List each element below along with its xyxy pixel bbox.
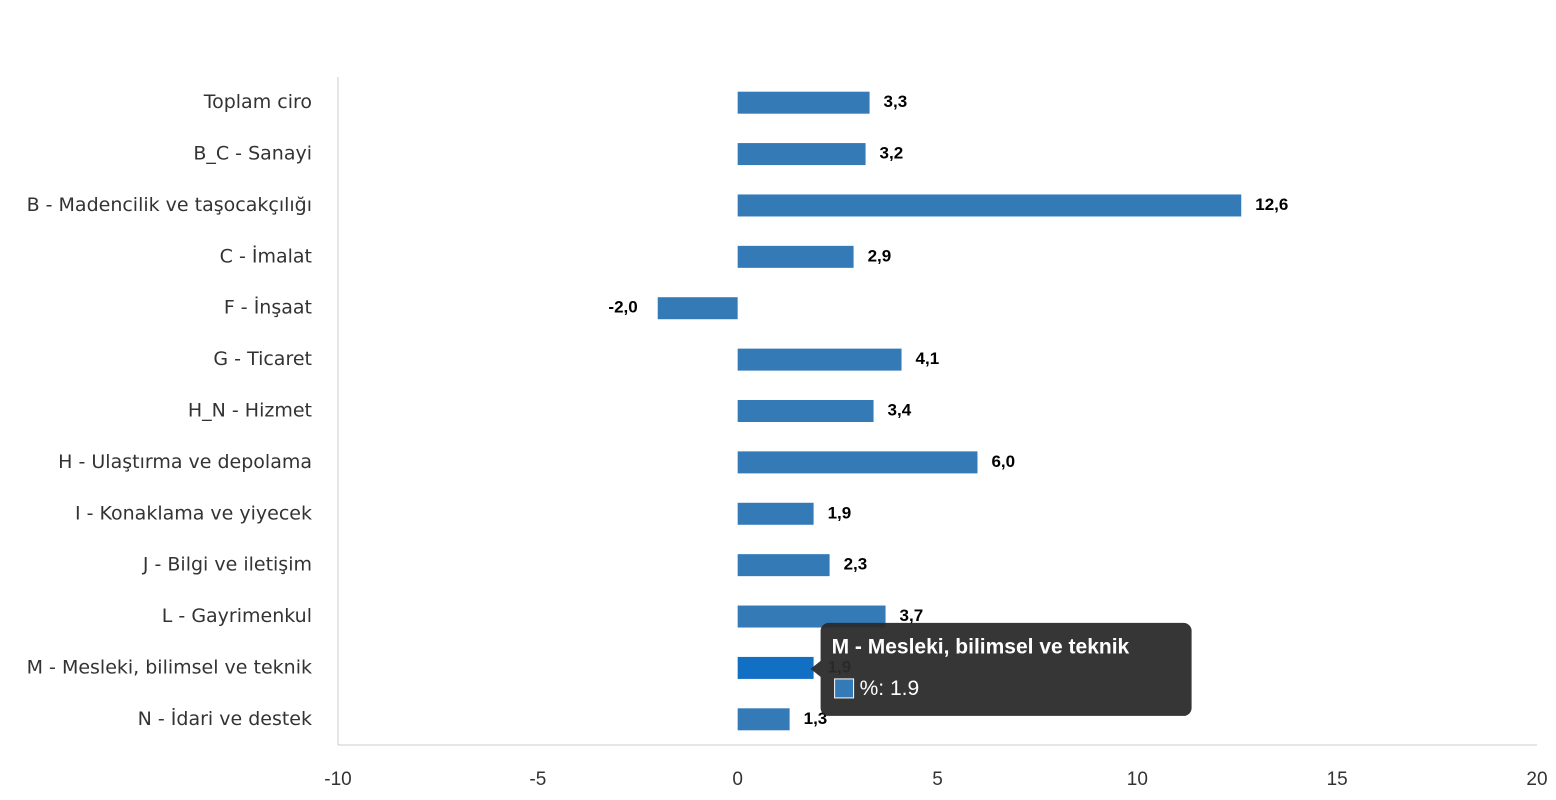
y-tick-label: N - İdari ve destek	[138, 707, 312, 730]
y-tick-label: L - Gayrimenkul	[162, 605, 312, 627]
bar	[737, 605, 886, 628]
bar	[737, 451, 978, 474]
data-label: 2,9	[868, 246, 892, 265]
x-tick-label: 20	[1526, 769, 1547, 790]
data-label: -2,0	[608, 298, 637, 317]
y-tick-label: H_N - Hizmet	[188, 400, 312, 422]
legend-entry: %	[860, 676, 879, 699]
bar	[737, 708, 790, 731]
separator: :	[878, 676, 890, 699]
data-label: 2,3	[844, 555, 868, 574]
bar	[737, 502, 814, 525]
data-label: 12,6	[1255, 195, 1288, 214]
y-tick-label: G - Ticaret	[213, 348, 312, 370]
tooltip: M - Mesleki, bilimsel ve teknik%: 1.9	[810, 622, 1192, 716]
bar	[737, 348, 902, 371]
tooltip-number: 1.9	[890, 676, 919, 699]
bar	[737, 194, 1242, 217]
data-label: 3,7	[900, 606, 924, 625]
x-tick-label: 15	[1327, 769, 1348, 790]
tooltip-value: %: 1.9	[860, 676, 920, 699]
bar	[737, 143, 866, 166]
tooltip-title: M - Mesleki, bilimsel ve teknik	[832, 635, 1130, 658]
y-tick-label: B - Madencilik ve taşocakçılığı	[27, 194, 312, 216]
bar	[657, 297, 738, 320]
data-label: 1,3	[804, 709, 828, 728]
y-tick-label: F - İnşaat	[224, 296, 312, 319]
bar	[737, 245, 854, 268]
y-tick-label: C - İmalat	[220, 244, 312, 267]
bar	[737, 400, 874, 422]
y-tick-label: I - Konaklama ve yiyecek	[75, 502, 312, 524]
data-label: 3,4	[888, 400, 912, 419]
legend-swatch	[834, 678, 855, 699]
bar	[737, 91, 870, 114]
x-tick-label: 5	[932, 769, 943, 790]
y-tick-label: H - Ulaştırma ve depolama	[58, 451, 312, 473]
data-label: 3,2	[880, 144, 904, 163]
x-tick-label: 10	[1127, 769, 1148, 790]
tooltip-box	[810, 622, 1192, 716]
data-label: 1,9	[828, 503, 852, 522]
y-tick-label: Toplam ciro	[203, 91, 312, 113]
x-tick-label: -5	[529, 769, 546, 790]
x-tick-label: -10	[324, 769, 351, 790]
bar	[737, 656, 814, 679]
data-label: 4,1	[916, 349, 940, 368]
bar	[737, 554, 830, 577]
y-tick-label: B_C - Sanayi	[193, 143, 312, 165]
data-label: 3,3	[884, 92, 908, 111]
y-tick-label: J - Bilgi ve iletişim	[142, 554, 312, 576]
y-tick-label: M - Mesleki, bilimsel ve teknik	[27, 656, 312, 678]
data-label: 6,0	[991, 452, 1015, 471]
x-tick-label: 0	[732, 769, 743, 790]
